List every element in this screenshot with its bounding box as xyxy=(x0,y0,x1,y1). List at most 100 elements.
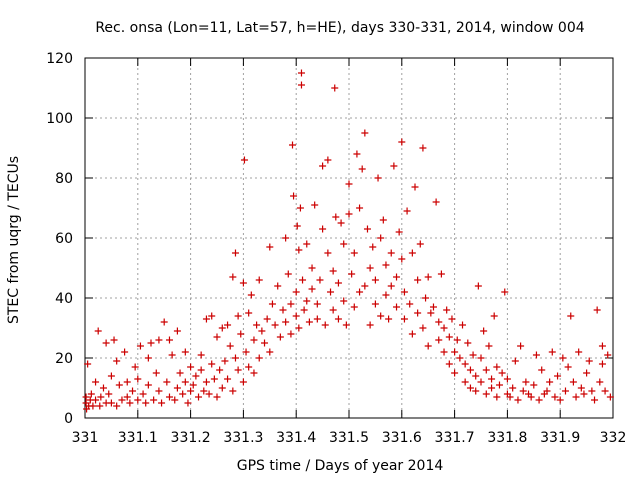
data-point xyxy=(92,378,100,386)
data-point xyxy=(216,366,224,374)
data-point xyxy=(147,339,155,347)
data-point xyxy=(303,297,311,305)
data-point xyxy=(363,225,371,233)
data-point xyxy=(445,360,453,368)
data-point xyxy=(150,396,158,404)
data-point xyxy=(522,378,530,386)
data-point xyxy=(400,315,408,323)
data-point xyxy=(274,282,282,290)
data-point xyxy=(297,69,305,77)
data-point xyxy=(292,312,300,320)
data-point xyxy=(474,282,482,290)
data-point xyxy=(464,339,472,347)
data-point xyxy=(377,234,385,242)
data-point xyxy=(282,234,290,242)
data-point xyxy=(240,156,248,164)
data-point xyxy=(239,279,247,287)
data-point xyxy=(290,192,298,200)
data-point xyxy=(532,351,540,359)
data-point xyxy=(593,306,601,314)
data-point xyxy=(437,270,445,278)
data-point xyxy=(480,327,488,335)
data-point xyxy=(332,213,340,221)
data-point xyxy=(189,381,197,389)
data-point xyxy=(87,390,95,398)
data-point xyxy=(461,378,469,386)
data-point xyxy=(155,336,163,344)
data-point xyxy=(440,324,448,332)
data-point xyxy=(142,399,150,407)
data-point xyxy=(466,366,474,374)
data-point xyxy=(382,291,390,299)
data-point xyxy=(395,228,403,236)
data-point xyxy=(218,384,226,392)
data-point xyxy=(239,378,247,386)
data-point xyxy=(493,393,501,401)
data-point xyxy=(432,198,440,206)
data-point xyxy=(96,402,104,410)
data-point xyxy=(165,393,173,401)
data-point xyxy=(451,369,459,377)
data-point xyxy=(105,390,113,398)
data-point xyxy=(160,318,168,326)
data-point xyxy=(598,342,606,350)
data-point xyxy=(250,369,258,377)
data-point xyxy=(406,300,414,308)
data-point xyxy=(97,393,105,401)
data-point xyxy=(543,387,551,395)
data-point xyxy=(218,324,226,332)
data-point xyxy=(115,381,123,389)
data-point xyxy=(118,396,126,404)
x-tick-label: 331.7 xyxy=(435,430,475,446)
data-point xyxy=(440,348,448,356)
data-point xyxy=(205,390,213,398)
data-point xyxy=(334,315,342,323)
data-point xyxy=(173,384,181,392)
data-point xyxy=(242,348,250,356)
data-point xyxy=(451,348,459,356)
data-point xyxy=(601,387,609,395)
data-point xyxy=(295,246,303,254)
data-point xyxy=(221,357,229,365)
data-point xyxy=(495,381,503,389)
data-point xyxy=(408,249,416,257)
data-point xyxy=(329,267,337,275)
data-point xyxy=(482,390,490,398)
data-point xyxy=(195,393,203,401)
data-point xyxy=(144,354,152,362)
data-point xyxy=(213,333,221,341)
data-point xyxy=(123,378,131,386)
data-point xyxy=(551,393,559,401)
data-point xyxy=(340,297,348,305)
data-point xyxy=(213,393,221,401)
data-point xyxy=(606,393,614,401)
data-point xyxy=(173,327,181,335)
data-point xyxy=(284,270,292,278)
data-point xyxy=(445,333,453,341)
data-point xyxy=(187,387,195,395)
data-point xyxy=(313,300,321,308)
y-tick-label: 0 xyxy=(64,411,73,427)
data-point xyxy=(369,243,377,251)
data-point xyxy=(99,384,107,392)
data-point xyxy=(453,336,461,344)
data-point xyxy=(419,324,427,332)
data-point xyxy=(197,366,205,374)
data-point xyxy=(514,396,522,404)
data-point xyxy=(107,399,115,407)
data-point xyxy=(493,363,501,371)
data-point xyxy=(82,393,90,401)
data-point xyxy=(466,384,474,392)
data-point xyxy=(268,300,276,308)
data-point xyxy=(92,396,100,404)
data-point xyxy=(416,240,424,248)
data-point xyxy=(356,288,364,296)
data-point xyxy=(353,150,361,158)
data-point xyxy=(308,285,316,293)
data-point xyxy=(390,162,398,170)
data-point xyxy=(509,384,517,392)
data-point xyxy=(279,306,287,314)
data-point xyxy=(485,342,493,350)
data-point xyxy=(519,387,527,395)
data-point xyxy=(237,330,245,338)
